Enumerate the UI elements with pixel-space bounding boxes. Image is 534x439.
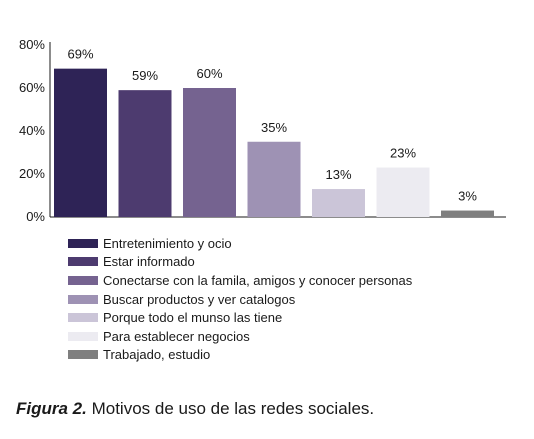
bar <box>312 189 365 217</box>
legend-item: Estar informado <box>68 253 412 272</box>
bar-value-label: 23% <box>390 146 416 161</box>
legend-swatch <box>68 331 98 341</box>
legend-swatch <box>68 313 98 323</box>
bar <box>54 68 107 218</box>
bar-value-label: 13% <box>325 167 351 182</box>
legend-swatch <box>68 238 98 248</box>
caption-text: Motivos de uso de las redes sociales. <box>86 399 375 418</box>
bar-value-label: 35% <box>261 120 287 135</box>
bar <box>441 210 494 217</box>
bar-value-label: 60% <box>196 66 222 81</box>
legend-item: Entretenimiento y ocio <box>68 234 412 253</box>
legend-label: Buscar productos y ver catalogos <box>103 291 296 307</box>
legend-label: Entretenimiento y ocio <box>103 235 232 251</box>
bar <box>118 90 172 217</box>
legend: Entretenimiento y ocio Estar informado Con… <box>68 234 412 364</box>
bar-value-label: 69% <box>67 47 93 62</box>
y-tick-label: 40% <box>19 123 45 138</box>
data-labels: 69% 59% 60% 35% 13% 23% 3% <box>67 47 477 204</box>
caption-label: Figura 2. <box>16 399 87 418</box>
bar <box>376 167 430 217</box>
y-tick-label: 20% <box>19 166 45 181</box>
bar <box>247 141 301 217</box>
y-tick-label: 80% <box>19 37 45 52</box>
figure-caption: Figura 2. Motivos de uso de las redes so… <box>16 399 374 419</box>
legend-label: Porque todo el munso las tiene <box>103 310 283 326</box>
legend-label: Estar informado <box>103 254 195 270</box>
legend-swatch <box>68 275 98 285</box>
bar-chart: 0% 20% 40% 60% 80% 69% 59% 60% 35% 13% 23% 3% <box>19 37 506 224</box>
bar <box>183 88 236 217</box>
legend-item: Buscar productos y ver catalogos <box>68 290 412 309</box>
bars <box>54 68 494 218</box>
legend-item: Porque todo el munso las tiene <box>68 308 412 327</box>
legend-item: Trabajado, estudio <box>68 346 412 365</box>
legend-label: Para establecer negocios <box>103 328 250 344</box>
y-tick-label: 0% <box>26 209 45 224</box>
legend-item: Conectarse con la famila, amigos y conoc… <box>68 271 412 290</box>
legend-label: Conectarse con la famila, amigos y conoc… <box>103 272 413 288</box>
y-axis-ticks: 0% 20% 40% 60% 80% <box>19 37 45 224</box>
legend-swatch <box>68 350 98 360</box>
y-tick-label: 60% <box>19 80 45 95</box>
bar-value-label: 3% <box>458 189 477 204</box>
legend-swatch <box>68 294 98 304</box>
bar-value-label: 59% <box>132 68 158 83</box>
legend-label: Trabajado, estudio <box>103 347 211 363</box>
legend-swatch <box>68 257 98 267</box>
legend-item: Para establecer negocios <box>68 327 412 346</box>
